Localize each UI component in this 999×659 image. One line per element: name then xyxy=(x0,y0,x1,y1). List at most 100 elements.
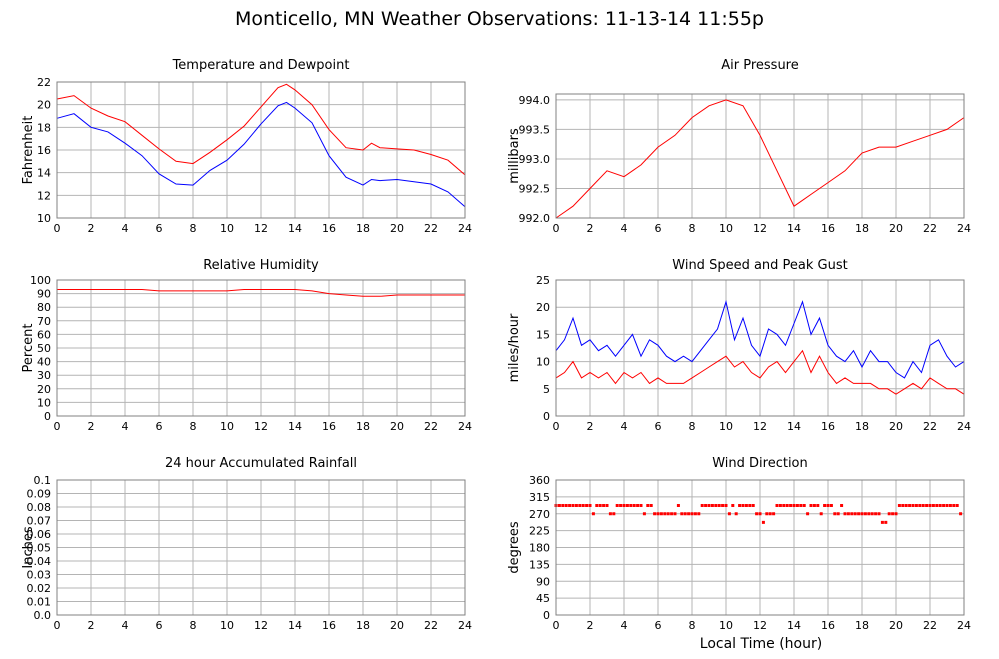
y-axis-label: millibars xyxy=(507,128,522,184)
data-point xyxy=(884,520,888,524)
y-tick-label: 10 xyxy=(536,356,550,369)
series-line-red xyxy=(56,83,466,176)
data-point xyxy=(561,504,565,507)
y-tick-label: 70 xyxy=(37,315,51,328)
data-point xyxy=(874,512,878,516)
data-point xyxy=(952,504,956,507)
data-point xyxy=(908,504,912,507)
data-point xyxy=(615,504,619,507)
data-point xyxy=(595,504,599,507)
x-tick-label: 16 xyxy=(322,420,336,433)
data-point xyxy=(673,512,677,516)
x-axis-label-local-time: Local Time (hour) xyxy=(699,636,823,652)
data-point xyxy=(663,512,667,516)
data-point xyxy=(710,504,714,507)
data-point xyxy=(925,504,929,507)
y-tick-label: 993.5 xyxy=(519,123,551,136)
y-tick-label: 0.05 xyxy=(27,542,52,555)
data-point xyxy=(778,504,782,507)
x-tick-label: 10 xyxy=(719,619,733,632)
data-point xyxy=(823,504,827,507)
chart-title: Air Pressure xyxy=(721,58,799,73)
y-tick-label: 270 xyxy=(529,508,550,521)
data-point xyxy=(629,504,633,507)
y-tick-label: 360 xyxy=(529,474,550,487)
data-point xyxy=(707,504,711,507)
x-tick-label: 18 xyxy=(356,619,370,632)
x-tick-label: 2 xyxy=(587,619,594,632)
y-tick-label: 0.0 xyxy=(34,609,52,622)
y-tick-label: 0.08 xyxy=(27,501,52,514)
x-tick-label: 6 xyxy=(156,619,163,632)
data-point xyxy=(792,504,796,507)
x-tick-label: 14 xyxy=(288,420,302,433)
x-tick-label: 8 xyxy=(689,222,696,235)
chart-title: Wind Direction xyxy=(712,456,808,471)
data-point xyxy=(850,512,854,516)
x-tick-label: 2 xyxy=(88,420,95,433)
data-point xyxy=(755,512,759,516)
x-tick-label: 24 xyxy=(957,420,971,433)
data-point xyxy=(632,504,636,507)
data-point xyxy=(826,504,830,507)
x-tick-label: 20 xyxy=(390,619,404,632)
data-point xyxy=(758,512,762,516)
x-tick-label: 14 xyxy=(787,222,801,235)
x-tick-label: 22 xyxy=(424,619,438,632)
page-title: Monticello, MN Weather Observations: 11-… xyxy=(234,8,764,30)
y-tick-label: 100 xyxy=(30,274,51,287)
data-point xyxy=(935,504,939,507)
data-point xyxy=(945,504,949,507)
data-point xyxy=(843,512,847,516)
data-point xyxy=(911,504,915,507)
data-point xyxy=(765,512,769,516)
y-tick-label: 992.0 xyxy=(519,212,551,225)
data-point xyxy=(557,504,561,507)
y-tick-label: 20 xyxy=(536,301,550,314)
x-tick-label: 14 xyxy=(288,222,302,235)
x-tick-label: 0 xyxy=(54,222,61,235)
x-tick-label: 8 xyxy=(689,420,696,433)
y-tick-label: 0.1 xyxy=(34,474,52,487)
x-tick-label: 8 xyxy=(190,420,197,433)
y-tick-label: 90 xyxy=(37,288,51,301)
data-point xyxy=(738,504,742,507)
y-axis-label: Fahrenheit xyxy=(21,116,36,185)
y-tick-label: 0 xyxy=(44,410,51,423)
data-point xyxy=(731,504,735,507)
x-tick-label: 12 xyxy=(753,222,767,235)
data-point xyxy=(697,512,701,516)
y-tick-label: 225 xyxy=(529,525,550,538)
x-tick-label: 20 xyxy=(889,619,903,632)
data-point xyxy=(955,504,959,507)
data-point xyxy=(676,504,680,507)
y-tick-label: 22 xyxy=(37,76,51,89)
data-point xyxy=(901,504,905,507)
plot-frame xyxy=(56,279,466,417)
data-point xyxy=(680,512,684,516)
data-point xyxy=(761,520,765,524)
y-tick-label: 14 xyxy=(37,167,51,180)
x-tick-label: 16 xyxy=(821,420,835,433)
data-point xyxy=(585,504,589,507)
y-tick-label: 0.04 xyxy=(27,555,52,568)
x-tick-label: 24 xyxy=(458,420,472,433)
x-tick-label: 22 xyxy=(424,420,438,433)
data-point xyxy=(870,512,874,516)
data-point xyxy=(887,512,891,516)
x-tick-label: 0 xyxy=(553,420,560,433)
x-tick-label: 22 xyxy=(424,222,438,235)
data-point xyxy=(578,504,582,507)
y-tick-label: 80 xyxy=(37,301,51,314)
data-point xyxy=(642,512,646,516)
data-point xyxy=(625,504,629,507)
x-tick-label: 18 xyxy=(356,420,370,433)
x-tick-label: 4 xyxy=(122,619,129,632)
data-point xyxy=(959,512,963,516)
x-tick-label: 4 xyxy=(122,420,129,433)
x-tick-label: 14 xyxy=(787,619,801,632)
data-point xyxy=(605,504,609,507)
x-tick-label: 2 xyxy=(88,619,95,632)
y-tick-label: 18 xyxy=(37,121,51,134)
